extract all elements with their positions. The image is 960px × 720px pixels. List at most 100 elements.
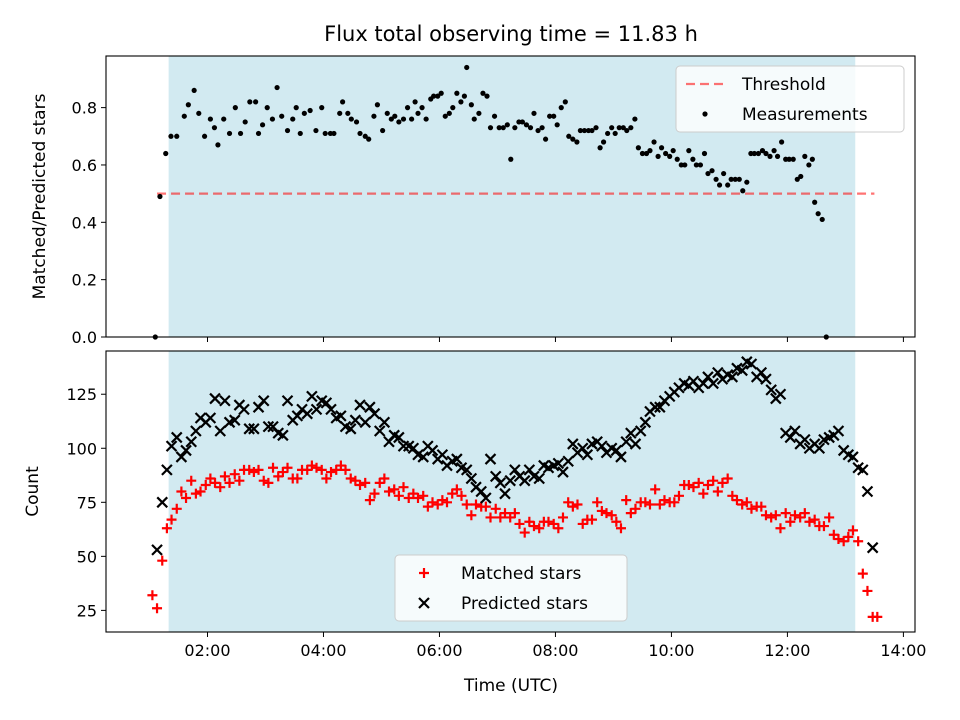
data-point — [248, 423, 260, 435]
data-point — [853, 536, 864, 547]
data-point — [533, 472, 545, 485]
y-tick-label: 25 — [77, 601, 97, 620]
data-point — [862, 585, 873, 596]
data-point — [570, 136, 576, 142]
data-point — [620, 125, 626, 131]
data-point — [543, 516, 554, 527]
data-point — [234, 475, 245, 486]
legend-label: Matched stars — [461, 564, 581, 584]
data-point — [490, 503, 501, 514]
data-point — [379, 473, 390, 484]
data-point — [766, 512, 777, 523]
data-point — [297, 130, 303, 137]
data-point — [813, 442, 826, 455]
legend: Matched stars Predicted stars — [394, 554, 628, 622]
data-point — [701, 150, 708, 157]
data-point — [426, 444, 439, 457]
data-point — [562, 455, 574, 468]
axes-frame — [105, 55, 916, 338]
data-point — [744, 179, 750, 185]
data-point — [717, 477, 728, 488]
data-point — [721, 170, 727, 177]
data-point — [311, 462, 322, 473]
data-point — [456, 490, 467, 501]
data-point — [180, 444, 192, 457]
data-point — [504, 474, 516, 487]
data-point — [320, 397, 333, 409]
data-point — [615, 451, 627, 463]
data-point — [215, 142, 221, 148]
data-point — [168, 133, 174, 139]
data-point — [786, 156, 792, 162]
data-point — [307, 107, 313, 114]
data-point — [551, 113, 557, 119]
y-tick-label: 100 — [66, 439, 97, 458]
data-point — [818, 521, 829, 532]
ratio-panel: 0.0 0.2 0.4 0.6 0.8 Matched/Predicted stars Th… — [30, 55, 916, 347]
data-point — [373, 425, 386, 437]
data-point — [335, 410, 347, 422]
data-point — [340, 464, 351, 475]
data-point — [698, 488, 709, 499]
data-point — [247, 99, 253, 105]
data-point — [284, 127, 291, 134]
y-axis-label: Matched/Predicted stars — [30, 93, 50, 299]
data-point — [415, 110, 421, 116]
data-point — [364, 401, 376, 413]
data-point — [732, 176, 738, 182]
data-point — [650, 484, 661, 495]
data-point — [740, 188, 746, 194]
data-point — [674, 156, 680, 162]
data-point — [802, 153, 808, 159]
data-point — [161, 523, 172, 534]
data-point — [253, 99, 259, 105]
data-point — [760, 510, 771, 521]
data-point — [248, 467, 259, 478]
data-point — [374, 102, 381, 108]
data-point — [185, 102, 191, 108]
data-point — [790, 156, 796, 162]
data-point — [736, 364, 748, 377]
data-point — [438, 90, 444, 96]
y-tick-label: 0.4 — [72, 213, 97, 232]
data-point — [593, 125, 599, 131]
data-point — [708, 475, 719, 486]
data-point — [176, 486, 187, 497]
data-point — [728, 176, 734, 182]
data-point — [423, 116, 429, 122]
data-point — [221, 116, 227, 122]
data-point — [349, 414, 362, 426]
data-point — [712, 486, 723, 497]
data-point — [163, 150, 169, 157]
data-point — [458, 99, 464, 105]
data-point — [688, 482, 699, 493]
data-point — [404, 105, 411, 111]
data-point — [436, 448, 449, 461]
data-point — [306, 460, 317, 471]
data-point — [566, 133, 572, 139]
data-point — [713, 176, 719, 182]
data-point — [277, 429, 289, 442]
data-point — [292, 473, 303, 484]
data-point — [577, 127, 583, 134]
y-tick-label: 0.0 — [72, 328, 97, 347]
data-point — [554, 122, 560, 128]
data-point — [480, 492, 492, 504]
data-point — [751, 150, 757, 157]
data-point — [480, 90, 486, 96]
data-point — [301, 110, 307, 116]
data-point — [640, 497, 651, 508]
data-point — [586, 514, 597, 525]
series-predicted-stars — [151, 356, 879, 556]
data-point — [523, 464, 536, 476]
data-point — [255, 130, 262, 137]
data-point — [451, 484, 462, 495]
data-point — [409, 116, 415, 122]
data-point — [553, 523, 564, 534]
data-point — [632, 116, 638, 122]
data-point — [281, 394, 294, 407]
data-point — [567, 501, 578, 512]
data-point — [437, 495, 448, 506]
data-point — [229, 469, 240, 480]
data-point — [504, 122, 510, 128]
